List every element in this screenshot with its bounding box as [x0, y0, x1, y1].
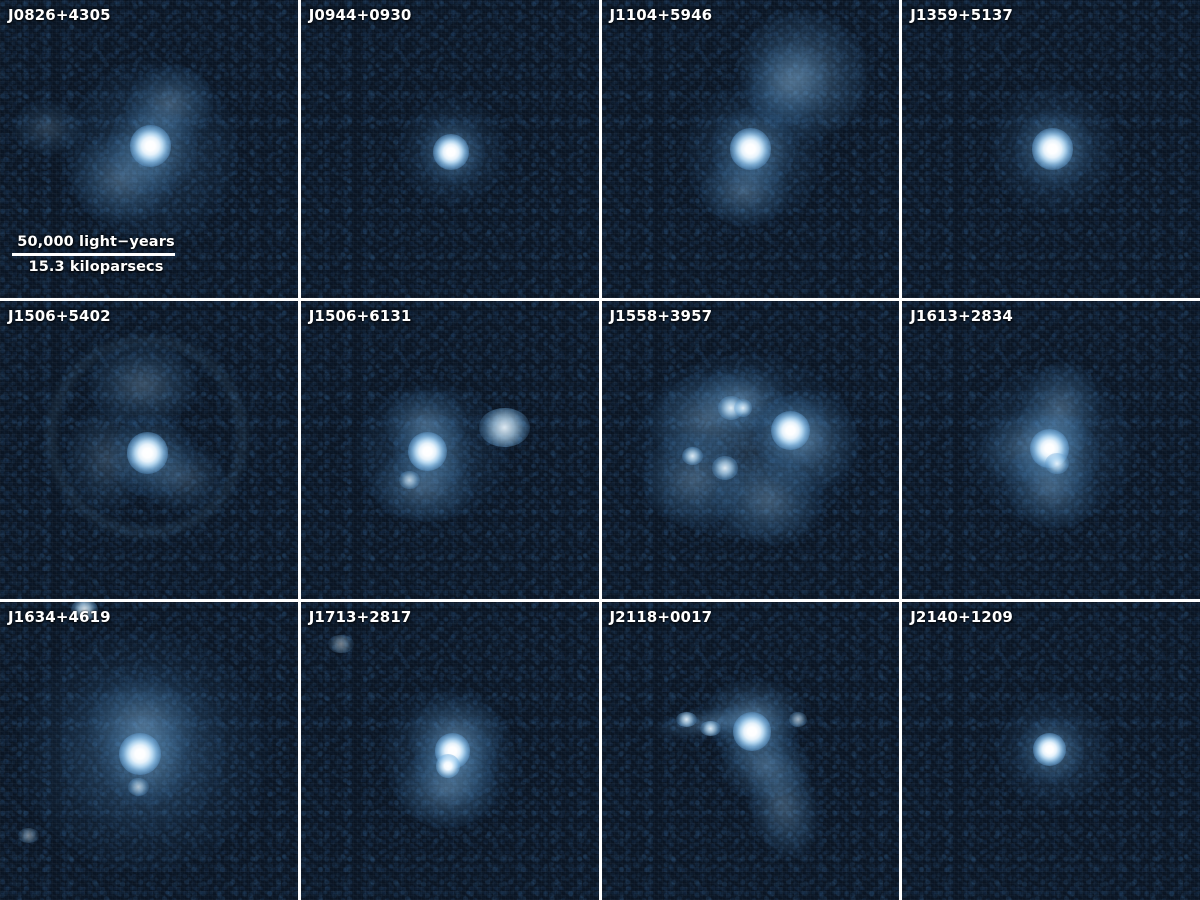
noise-texture-fine	[902, 301, 1200, 599]
panel-label: J1506+6131	[308, 307, 412, 325]
sky-background	[0, 301, 298, 599]
noise-texture-fine	[902, 0, 1200, 298]
noise-texture-fine	[300, 301, 599, 599]
panel-j2118-0017[interactable]: J2118+0017	[601, 602, 900, 900]
noise-texture	[601, 301, 900, 599]
panel-label: J1558+3957	[609, 307, 713, 325]
panel-label: J0944+0930	[308, 6, 412, 24]
sky-background	[902, 0, 1200, 298]
panel-j1359-5137[interactable]: J1359+5137	[902, 0, 1200, 298]
panel-j0944-0930[interactable]: J0944+0930	[300, 0, 599, 298]
scale-bar: 50,000 light−years 15.3 kiloparsecs	[12, 234, 180, 276]
panel-j1506-5402[interactable]: J1506+5402	[0, 301, 298, 599]
sky-background	[601, 602, 900, 900]
noise-texture-fine	[300, 0, 599, 298]
noise-texture-fine	[300, 602, 599, 900]
panel-j1634-4619[interactable]: J1634+4619	[0, 602, 298, 900]
panel-j1506-6131[interactable]: J1506+6131	[300, 301, 599, 599]
sky-background	[601, 301, 900, 599]
scale-bar-line	[12, 253, 175, 257]
panel-label: J1104+5946	[609, 6, 713, 24]
scale-bar-top-label: 50,000 light−years	[17, 233, 175, 250]
noise-texture	[300, 301, 599, 599]
noise-texture-fine	[601, 301, 900, 599]
panel-j2140-1209[interactable]: J2140+1209	[902, 602, 1200, 900]
noise-texture-fine	[601, 602, 900, 900]
sky-background	[300, 301, 599, 599]
panel-label: J2118+0017	[609, 608, 713, 626]
panel-label: J2140+1209	[910, 608, 1013, 626]
panel-j1104-5946[interactable]: J1104+5946	[601, 0, 900, 298]
panel-j1558-3957[interactable]: J1558+3957	[601, 301, 900, 599]
sky-background	[300, 602, 599, 900]
panel-label: J1506+5402	[8, 307, 111, 325]
panel-label: J1613+2834	[910, 307, 1013, 325]
panel-label: J1713+2817	[308, 608, 412, 626]
panel-j0826-4305[interactable]: J0826+4305 50,000 light−years 15.3 kilop…	[0, 0, 298, 298]
noise-texture-fine	[902, 602, 1200, 900]
panel-label: J1359+5137	[910, 6, 1013, 24]
noise-texture	[601, 602, 900, 900]
noise-texture-fine	[0, 602, 298, 900]
panel-j1713-2817[interactable]: J1713+2817	[300, 602, 599, 900]
panel-label: J0826+4305	[8, 6, 111, 24]
panel-label: J1634+4619	[8, 608, 111, 626]
scale-bar-bottom-label: 15.3 kiloparsecs	[28, 259, 164, 276]
noise-texture-fine	[0, 301, 298, 599]
noise-texture-fine	[601, 0, 900, 298]
panel-j1613-2834[interactable]: J1613+2834	[902, 301, 1200, 599]
